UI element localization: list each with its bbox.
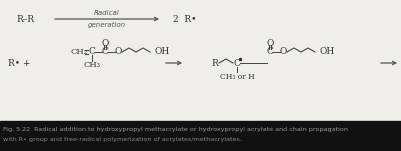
Text: O: O [114,48,122,56]
Bar [0,121,401,151]
Text: R: R [211,58,218,67]
Text: CH₃: CH₃ [83,61,100,69]
Text: 2  R•: 2 R• [173,14,196,24]
Text: with R• group and free-radical polymerization of acrylates/methacrylates.: with R• group and free-radical polymeriz… [3,138,241,143]
Text: C: C [88,48,95,56]
Text: OH: OH [319,48,334,56]
Text: O: O [279,48,286,56]
Text: R• +: R• + [8,58,30,67]
Text: C: C [233,58,240,67]
Text: C: C [266,48,273,56]
Text: Fig. 5.22  Radical addition to hydroxypropyl methacrylate or hydroxypropyl acryl: Fig. 5.22 Radical addition to hydroxypro… [3,127,347,132]
Text: C: C [101,48,108,56]
Text: CH₃ or H: CH₃ or H [219,73,254,81]
Text: O: O [265,40,273,48]
Text: CH₂: CH₂ [70,48,87,56]
Text: R–R: R–R [16,14,34,24]
Text: generation: generation [88,22,126,28]
Text: Radical: Radical [94,10,119,16]
Text: OH: OH [155,48,170,56]
Text: O: O [101,40,108,48]
